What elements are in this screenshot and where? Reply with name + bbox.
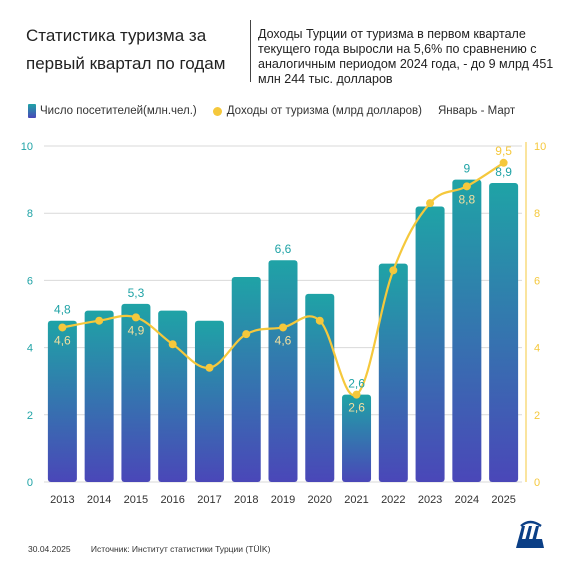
revenue-point-2014 bbox=[95, 316, 104, 325]
x-tick-label: 2019 bbox=[271, 494, 295, 506]
bar-2014 bbox=[84, 310, 114, 482]
bar-2023 bbox=[415, 206, 445, 483]
bar-value-label: 8,9 bbox=[495, 165, 512, 179]
x-tick-label: 2020 bbox=[308, 494, 332, 506]
revenue-value-label: 4,6 bbox=[54, 333, 71, 347]
y-left-tick-label: 6 bbox=[27, 275, 33, 287]
bar-2024 bbox=[452, 179, 482, 482]
label-layer: 4,8 5,3 6,6 2,6 9 8,9 4,6 4,9 4,6 2,6 8,8 9,5 bbox=[54, 144, 512, 415]
revenue-point-2019 bbox=[279, 323, 287, 332]
revenue-point-2022 bbox=[389, 266, 398, 275]
x-tick-label: 2016 bbox=[160, 494, 184, 506]
revenue-value-label: 9,5 bbox=[495, 144, 512, 158]
revenue-value-label: 2,6 bbox=[348, 401, 365, 415]
legend-revenue-label: Доходы от туризма (млрд долларов) bbox=[226, 105, 422, 117]
revenue-point-2021 bbox=[352, 390, 361, 399]
y-right-tick-label: 2 bbox=[534, 410, 540, 422]
revenue-point-2017 bbox=[205, 363, 214, 372]
revenue-point-2023 bbox=[426, 199, 435, 208]
y-right-tick-label: 6 bbox=[534, 275, 540, 287]
bar-2018 bbox=[231, 277, 261, 482]
x-tick-label: 2013 bbox=[50, 494, 74, 506]
bar-value-label: 9 bbox=[464, 162, 471, 176]
y-right-tick-label: 4 bbox=[534, 343, 540, 355]
x-tick-label: 2023 bbox=[418, 494, 442, 506]
footer: 30.04.2025 Источник: Институт статистики… bbox=[28, 544, 270, 554]
x-tick-label: 2024 bbox=[455, 494, 479, 506]
bar-2013 bbox=[47, 320, 77, 482]
bar-2025 bbox=[489, 182, 519, 482]
bar-2016 bbox=[158, 310, 188, 482]
y-left-tick-label: 4 bbox=[27, 343, 33, 355]
x-tick-label: 2021 bbox=[344, 494, 368, 506]
bar-2015 bbox=[121, 303, 151, 482]
legend-bar-swatch bbox=[28, 104, 36, 118]
revenue-point-2020 bbox=[315, 316, 324, 325]
x-tick-label: 2025 bbox=[491, 494, 515, 506]
revenue-point-2013 bbox=[58, 323, 67, 332]
x-tick-label: 2022 bbox=[381, 494, 405, 506]
x-tick-label: 2015 bbox=[124, 494, 148, 506]
bar-2022 bbox=[378, 263, 408, 482]
bar-2020 bbox=[305, 293, 335, 482]
bar-2017 bbox=[194, 320, 224, 482]
revenue-value-label: 4,6 bbox=[275, 333, 292, 347]
bar-2021 bbox=[342, 394, 372, 482]
y-left-tick-label: 8 bbox=[27, 208, 33, 220]
revenue-point-2018 bbox=[242, 330, 251, 339]
legend: Число посетителей(млн.чел.) Доходы от ту… bbox=[28, 103, 515, 119]
bar-value-label: 4,8 bbox=[54, 303, 71, 317]
y-left-tick-label: 10 bbox=[21, 141, 33, 153]
revenue-point-2024 bbox=[462, 182, 471, 191]
revenue-point-2025 bbox=[499, 158, 508, 167]
y-right-tick-label: 0 bbox=[534, 477, 540, 489]
chart-description: Доходы Турции от туризма в первом кварта… bbox=[258, 27, 554, 86]
revenue-value-label: 8,8 bbox=[459, 192, 476, 206]
header-divider bbox=[250, 20, 251, 82]
chart-title: Статистика туризма за первый квартал по … bbox=[26, 26, 226, 73]
footer-date: 30.04.2025 bbox=[28, 544, 71, 554]
footer-source: Источник: Институт статистики Турции (TÜ… bbox=[90, 544, 271, 554]
aa-agency-logo-icon bbox=[516, 520, 544, 548]
bar-2019 bbox=[268, 260, 298, 482]
legend-visitors-label: Число посетителей(млн.чел.) bbox=[40, 105, 197, 117]
y-right-tick-label: 10 bbox=[534, 141, 546, 153]
bar-layer bbox=[47, 179, 519, 483]
legend-line-dot bbox=[212, 106, 222, 116]
y-left-tick-label: 0 bbox=[27, 477, 33, 489]
line-layer bbox=[58, 158, 508, 399]
x-tick-label: 2017 bbox=[197, 494, 221, 506]
revenue-point-2016 bbox=[168, 340, 177, 349]
y-right-tick-label: 8 bbox=[534, 208, 540, 220]
x-tick-label: 2018 bbox=[234, 494, 258, 506]
x-tick-label: 2014 bbox=[87, 494, 111, 506]
bar-value-label: 5,3 bbox=[128, 286, 145, 300]
bar-value-label: 6,6 bbox=[275, 242, 292, 256]
y-left-tick-label: 2 bbox=[27, 410, 33, 422]
revenue-value-label: 4,9 bbox=[128, 323, 145, 337]
axis-layer: 0 2 4 6 8 10 0 2 4 6 8 10 2013 2014 2015 2016 2017 2018 20… bbox=[21, 141, 547, 506]
revenue-point-2015 bbox=[131, 313, 140, 322]
bar-value-label: 2,6 bbox=[348, 377, 365, 391]
legend-period-label: Январь - Март bbox=[437, 105, 516, 117]
